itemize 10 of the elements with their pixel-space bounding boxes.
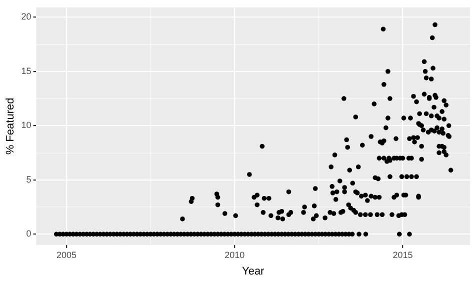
y-tick-label: 0 [26,228,32,239]
y-tick-label: 5 [26,174,32,184]
y-tick-label: 10 [21,120,32,130]
x-tick-label: 2005 [56,250,76,260]
x-tick-label: 2015 [392,250,413,260]
x-axis-title: Year [242,265,265,278]
y-axis-title: % Featured [4,98,17,155]
x-tick-label: 2010 [224,250,245,260]
y-tick-label: 15 [21,66,32,76]
y-tick-label: 20 [21,12,32,22]
